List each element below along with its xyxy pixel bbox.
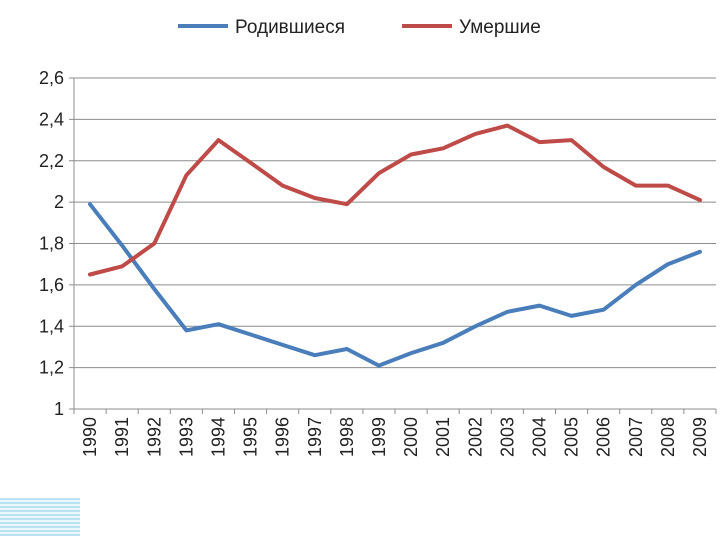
x-tick-label: 1993 <box>176 417 196 457</box>
axes <box>73 78 716 410</box>
y-tick-label: 2,2 <box>39 151 64 171</box>
x-tick-label: 2008 <box>658 417 678 457</box>
x-tick-label: 1991 <box>112 417 132 457</box>
x-tick-label: 1998 <box>337 417 357 457</box>
y-axis-ticks: 1 1,2 1,4 1,6 1,8 2 2,2 2,4 2,6 <box>39 68 74 419</box>
x-tick-label: 2004 <box>529 417 549 457</box>
y-tick-label: 2 <box>54 192 64 212</box>
x-tick-label: 1997 <box>305 417 325 457</box>
x-tick-label: 1995 <box>241 417 261 457</box>
x-tick-label: 2009 <box>690 417 710 457</box>
x-tick-label: 2000 <box>401 417 421 457</box>
decorative-stripes <box>0 498 80 536</box>
x-tick-label: 2006 <box>594 417 614 457</box>
y-tick-label: 2,6 <box>39 68 64 88</box>
legend-label-deaths: Умершие <box>459 17 541 38</box>
gridlines <box>74 77 716 369</box>
x-tick-label: 2002 <box>465 417 485 457</box>
x-axis-ticks: 1990 1991 1992 1993 1994 1995 1996 1997 1998 1999… <box>73 409 717 457</box>
y-tick-label: 1,8 <box>39 234 64 254</box>
x-tick-label: 2005 <box>562 417 582 457</box>
series-lines <box>88 123 702 368</box>
x-tick-label: 2003 <box>497 417 517 457</box>
y-tick-label: 1,6 <box>39 275 64 295</box>
series-line-births <box>88 202 702 368</box>
legend-label-births: Родившиеся <box>235 17 345 38</box>
y-tick-label: 1,4 <box>39 316 64 336</box>
y-tick-label: 2,4 <box>39 109 64 129</box>
series-line-deaths <box>88 123 702 277</box>
x-tick-label: 2007 <box>626 417 646 457</box>
legend: Родившиеся Умершие <box>178 17 541 38</box>
y-tick-label: 1,2 <box>39 358 64 378</box>
x-tick-label: 1992 <box>144 417 164 457</box>
x-tick-label: 1994 <box>208 417 228 457</box>
y-tick-label: 1 <box>54 399 64 419</box>
x-tick-label: 1996 <box>273 417 293 457</box>
x-tick-label: 2001 <box>433 417 453 457</box>
x-tick-label: 1999 <box>369 417 389 457</box>
x-tick-label: 1990 <box>80 417 100 457</box>
